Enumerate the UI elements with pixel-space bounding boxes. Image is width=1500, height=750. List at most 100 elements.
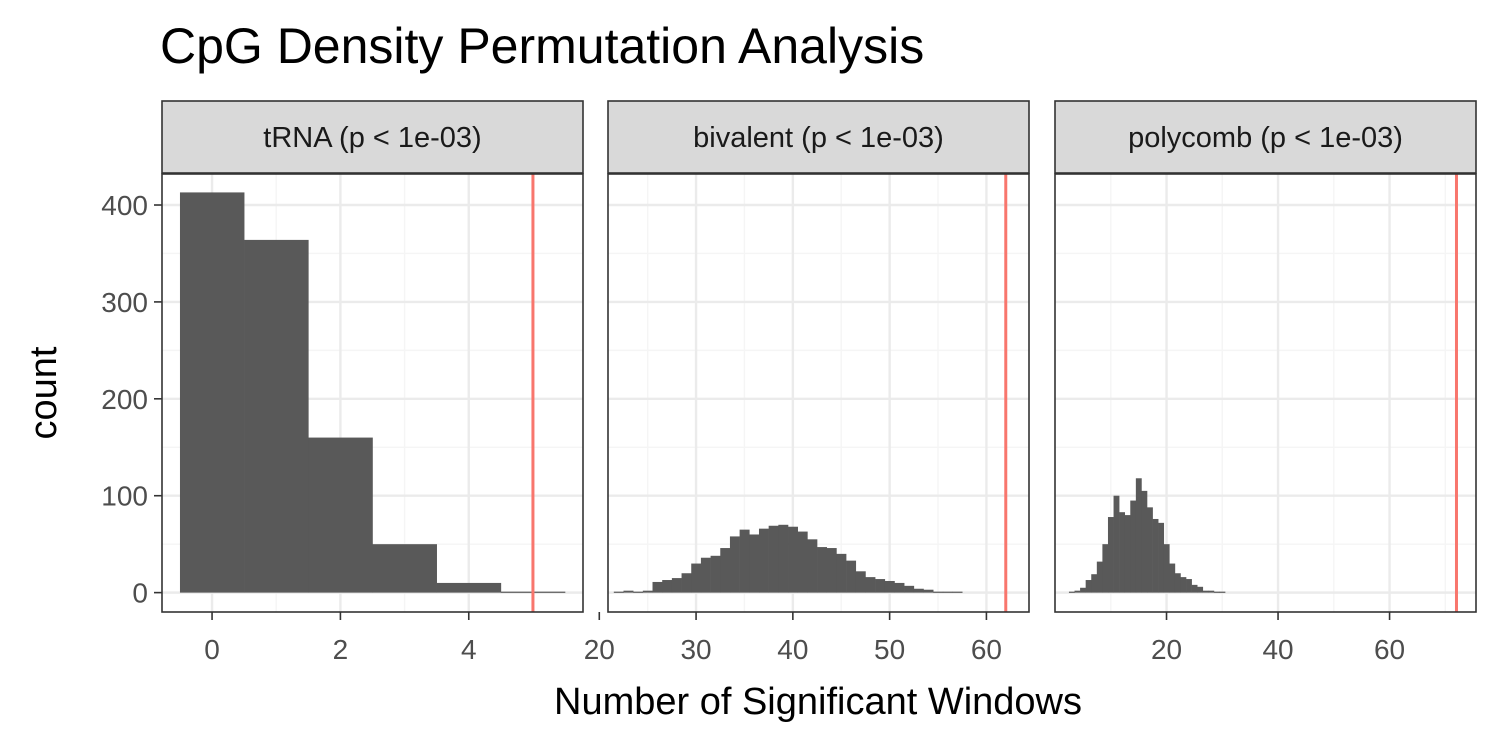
histogram-bar bbox=[788, 526, 798, 593]
x-tick-label: 20 bbox=[1151, 634, 1182, 665]
y-axis-title: count bbox=[23, 346, 65, 439]
histogram-bar bbox=[778, 524, 789, 593]
histogram-bar bbox=[846, 560, 857, 593]
facet-strip bbox=[161, 100, 584, 174]
histogram-bar bbox=[1197, 586, 1204, 593]
histogram-bar bbox=[768, 525, 779, 593]
histogram-bar bbox=[1219, 591, 1226, 593]
histogram-bar bbox=[952, 591, 963, 593]
x-tick-label: 40 bbox=[777, 634, 808, 665]
histogram-bar bbox=[807, 539, 818, 593]
histogram-bar bbox=[642, 590, 653, 593]
facet-panel: bivalent (p < 1e-03) 20 30 40 50 60 bbox=[584, 100, 1030, 665]
histogram-bar bbox=[913, 588, 924, 593]
histogram-bar bbox=[855, 571, 866, 593]
histogram-bar bbox=[1147, 507, 1153, 593]
x-tick-label: 4 bbox=[461, 634, 477, 665]
x-tick-label: 40 bbox=[1262, 634, 1293, 665]
histogram-bar bbox=[691, 563, 702, 593]
histogram-bar bbox=[1174, 573, 1181, 593]
histogram-bar bbox=[1202, 590, 1209, 593]
x-tick-label: 0 bbox=[204, 634, 220, 665]
histogram-bar bbox=[817, 547, 828, 593]
histogram-bar bbox=[1119, 512, 1126, 593]
x-tick-label: 50 bbox=[874, 634, 905, 665]
histogram-bar bbox=[729, 536, 740, 593]
x-tick-label: 20 bbox=[584, 634, 615, 665]
histogram-bar bbox=[739, 529, 750, 593]
panel-border bbox=[607, 173, 1030, 613]
x-tick-label: 30 bbox=[680, 634, 711, 665]
panel-background bbox=[608, 174, 1029, 612]
facet-strip bbox=[607, 100, 1030, 174]
histogram-bar bbox=[720, 548, 731, 593]
histogram-bar bbox=[894, 582, 905, 593]
histogram-bar bbox=[1213, 591, 1220, 593]
x-tick-label: 60 bbox=[1374, 634, 1405, 665]
histogram-bar bbox=[623, 590, 634, 593]
histogram-bar bbox=[904, 585, 915, 593]
histogram-bar bbox=[1163, 544, 1170, 593]
facet-strip bbox=[1054, 100, 1477, 174]
facet-strip-label: bivalent (p < 1e-03) bbox=[693, 122, 944, 154]
x-tick-label: 2 bbox=[333, 634, 349, 665]
histogram-bar bbox=[1085, 580, 1092, 593]
histogram-bar bbox=[671, 578, 682, 593]
histogram-bar bbox=[633, 591, 644, 593]
facet-panels: tRNA (p < 1e-03) 0 2 4 bivalent (p < 1e-03) 2… bbox=[161, 100, 1477, 665]
histogram-bar bbox=[875, 579, 886, 593]
histogram-bar bbox=[1158, 522, 1165, 593]
histogram-bar bbox=[1124, 515, 1131, 593]
histogram-bar bbox=[865, 577, 876, 593]
histogram-bar bbox=[836, 553, 847, 593]
histogram-bar bbox=[1102, 544, 1109, 593]
histogram-bar bbox=[1091, 574, 1098, 593]
histogram-bar bbox=[797, 531, 808, 593]
histogram-bar bbox=[1107, 517, 1114, 593]
histogram-bar bbox=[1068, 591, 1075, 593]
histogram-bar bbox=[681, 573, 692, 593]
histogram-bar bbox=[1191, 584, 1198, 593]
y-tick-label: 200 bbox=[101, 384, 148, 415]
facet-panel: polycomb (p < 1e-03) 20 40 60 bbox=[1054, 100, 1477, 665]
facet-panel: tRNA (p < 1e-03) 0 2 4 bbox=[161, 100, 584, 665]
histogram-bar bbox=[1208, 590, 1215, 593]
histogram-bar bbox=[1152, 518, 1159, 593]
histogram-bar bbox=[700, 557, 711, 593]
y-tick-label: 400 bbox=[101, 190, 148, 221]
histogram-bar bbox=[662, 580, 673, 593]
histogram-bar bbox=[923, 589, 934, 593]
chart-title: CpG Density Permutation Analysis bbox=[160, 18, 924, 74]
histogram-bar bbox=[1074, 590, 1081, 593]
x-tick-label: 60 bbox=[971, 634, 1002, 665]
histogram-bar bbox=[1113, 495, 1120, 593]
x-axis-title: Number of Significant Windows bbox=[554, 681, 1082, 723]
facet-strip-label: polycomb (p < 1e-03) bbox=[1128, 122, 1403, 154]
histogram-bar bbox=[1130, 500, 1137, 593]
histogram-bar bbox=[372, 544, 437, 593]
histogram-bar bbox=[749, 534, 760, 593]
histogram-bar bbox=[826, 548, 837, 593]
histogram-bar bbox=[884, 580, 895, 593]
histogram-bar bbox=[652, 581, 663, 593]
histogram-bar bbox=[942, 591, 953, 593]
y-axis: 0 100 200 300 400 bbox=[101, 190, 162, 609]
facet-strip-label: tRNA (p < 1e-03) bbox=[263, 122, 481, 154]
y-tick-label: 300 bbox=[101, 287, 148, 318]
histogram-bar bbox=[179, 192, 245, 593]
histogram-bar bbox=[1096, 561, 1103, 593]
histogram-bar bbox=[1186, 579, 1192, 593]
histogram-bar bbox=[613, 591, 624, 593]
histogram-bar bbox=[308, 437, 373, 593]
y-tick-label: 100 bbox=[101, 481, 148, 512]
histogram-bar bbox=[1080, 587, 1086, 593]
y-tick-label: 0 bbox=[132, 578, 148, 609]
panel-border bbox=[1054, 173, 1477, 613]
histogram-bar bbox=[1135, 478, 1142, 593]
histogram-bar bbox=[244, 239, 309, 593]
histogram-bar bbox=[1141, 490, 1148, 593]
histogram-bar bbox=[758, 528, 769, 593]
histogram-bar bbox=[710, 555, 721, 593]
panel-border bbox=[161, 173, 584, 613]
